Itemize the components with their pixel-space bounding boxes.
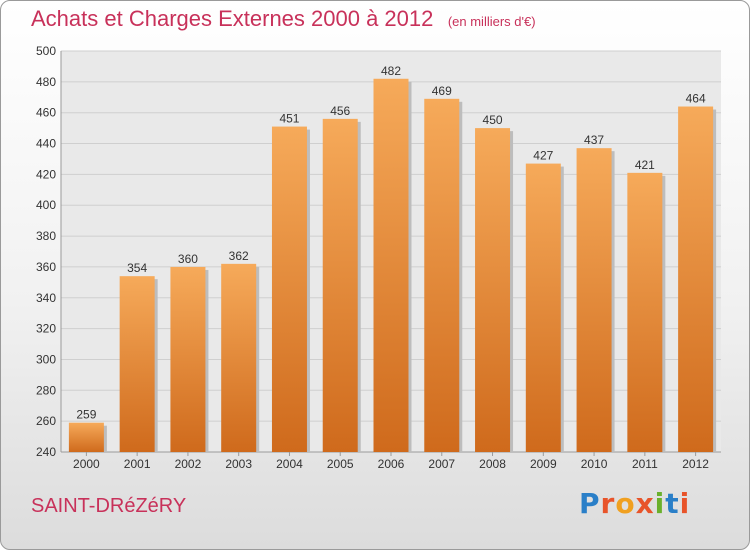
x-tick-label: 2009 bbox=[530, 457, 557, 471]
data-label: 469 bbox=[432, 84, 452, 98]
bar bbox=[678, 106, 714, 453]
bar bbox=[373, 78, 409, 452]
logo-letter: i bbox=[654, 487, 666, 520]
x-tick-label: 2012 bbox=[682, 457, 709, 471]
x-tick-label: 2008 bbox=[479, 457, 506, 471]
data-label: 482 bbox=[381, 64, 401, 78]
data-label: 259 bbox=[76, 408, 96, 422]
y-tick-label: 240 bbox=[36, 445, 56, 459]
y-tick-label: 500 bbox=[36, 44, 56, 58]
x-tick-label: 2001 bbox=[124, 457, 151, 471]
x-tick-label: 2007 bbox=[428, 457, 455, 471]
y-tick-label: 320 bbox=[36, 322, 56, 336]
x-tick-label: 2004 bbox=[276, 457, 303, 471]
logo-letter: i bbox=[679, 487, 691, 520]
y-tick-label: 460 bbox=[36, 106, 56, 120]
x-tick-label: 2005 bbox=[327, 457, 354, 471]
x-tick-label: 2003 bbox=[225, 457, 252, 471]
logo-letter: x bbox=[635, 487, 655, 520]
x-tick-label: 2010 bbox=[581, 457, 608, 471]
data-label: 451 bbox=[279, 112, 299, 126]
x-tick-label: 2000 bbox=[73, 457, 100, 471]
town-name: SAINT-DRéZéRY bbox=[31, 495, 187, 517]
logo-letter: o bbox=[615, 487, 636, 520]
x-tick-label: 2006 bbox=[378, 457, 405, 471]
data-label: 464 bbox=[686, 92, 706, 106]
y-tick-label: 440 bbox=[36, 137, 56, 151]
bar bbox=[119, 276, 155, 452]
y-tick-label: 480 bbox=[36, 75, 56, 89]
y-tick-label: 280 bbox=[36, 383, 56, 397]
bar bbox=[525, 163, 561, 453]
bar bbox=[322, 118, 358, 452]
y-tick-label: 420 bbox=[36, 167, 56, 181]
data-label: 456 bbox=[330, 104, 350, 118]
x-tick-label: 2011 bbox=[632, 457, 658, 471]
bar bbox=[424, 98, 460, 453]
data-label: 427 bbox=[533, 149, 553, 163]
y-tick-label: 360 bbox=[36, 260, 56, 274]
data-label: 354 bbox=[127, 261, 147, 275]
y-tick-label: 340 bbox=[36, 291, 56, 305]
chart-title-text: Achats et Charges Externes 2000 à 2012 bbox=[31, 6, 434, 31]
data-label: 437 bbox=[584, 133, 604, 147]
bar bbox=[475, 128, 511, 452]
bar bbox=[68, 422, 104, 452]
y-tick-label: 400 bbox=[36, 198, 56, 212]
x-tick-label: 2002 bbox=[175, 457, 202, 471]
chart-title: Achats et Charges Externes 2000 à 2012 (… bbox=[31, 6, 536, 32]
logo-letter: P bbox=[579, 487, 601, 520]
y-tick-label: 380 bbox=[36, 229, 56, 243]
data-label: 360 bbox=[178, 252, 198, 266]
logo-letter: t bbox=[665, 487, 680, 520]
y-tick-label: 300 bbox=[36, 352, 56, 366]
data-label: 421 bbox=[635, 158, 655, 172]
data-label: 362 bbox=[229, 249, 249, 263]
bar bbox=[576, 148, 612, 452]
bar bbox=[627, 172, 663, 453]
bar bbox=[221, 263, 257, 452]
y-tick-label: 260 bbox=[36, 414, 56, 428]
data-label: 450 bbox=[483, 113, 503, 127]
bar bbox=[271, 126, 307, 453]
bar bbox=[170, 266, 206, 452]
logo-letter: r bbox=[600, 487, 616, 520]
proxiti-logo[interactable]: Proxiti bbox=[579, 487, 690, 520]
chart-unit: (en milliers d'€) bbox=[447, 14, 536, 29]
